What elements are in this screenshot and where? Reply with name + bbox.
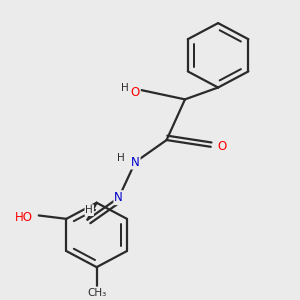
Text: H: H xyxy=(85,205,93,215)
Text: CH₃: CH₃ xyxy=(87,288,106,298)
Text: HO: HO xyxy=(14,211,32,224)
Text: O: O xyxy=(131,86,140,99)
Text: H: H xyxy=(117,153,124,163)
Text: H: H xyxy=(122,82,129,92)
Text: N: N xyxy=(131,156,140,169)
Text: N: N xyxy=(114,191,123,204)
Text: O: O xyxy=(217,140,226,153)
